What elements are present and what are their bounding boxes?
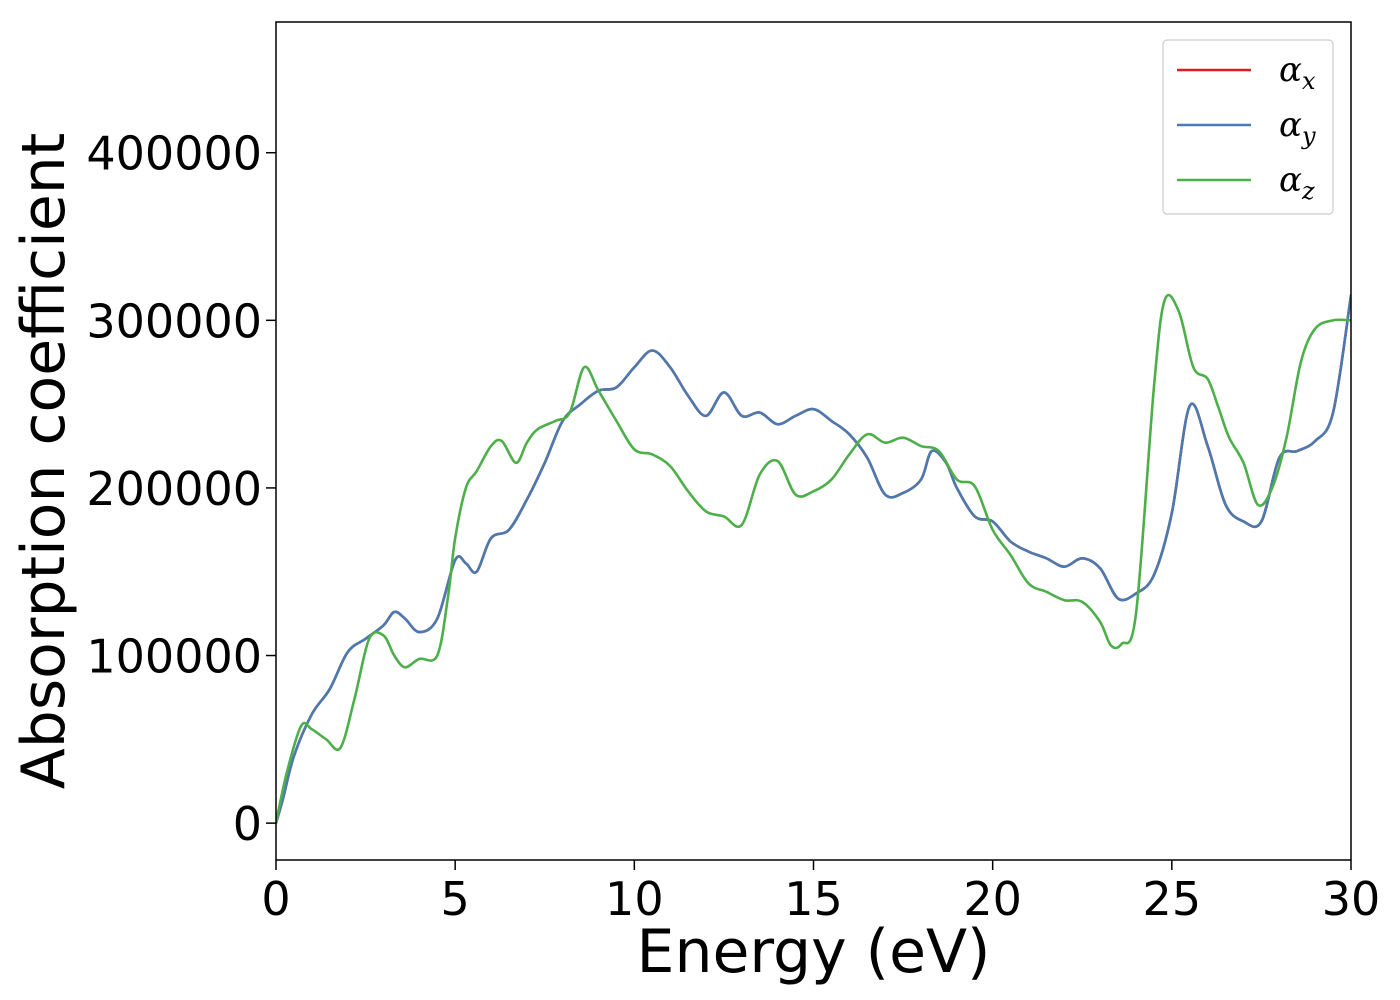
legend-label-x: αx <box>1279 50 1316 95</box>
y-tick-label: 300000 <box>86 294 262 348</box>
legend-subscript: z <box>1301 177 1315 205</box>
x-tick-label: 15 <box>784 872 843 926</box>
legend-label-y: αy <box>1279 105 1316 150</box>
legend-subscript: x <box>1302 67 1316 95</box>
x-tick-label: 10 <box>605 872 664 926</box>
y-tick-label: 0 <box>233 797 262 851</box>
y-tick-label: 400000 <box>86 127 262 181</box>
y-tick-label: 100000 <box>86 630 262 684</box>
x-tick-label: 20 <box>963 872 1022 926</box>
x-axis-title: Energy (eV) <box>637 917 991 987</box>
series-line-z <box>276 293 1351 825</box>
y-tick-label: 200000 <box>86 462 262 516</box>
legend-label-z: αz <box>1279 160 1315 205</box>
y-axis-ticks: 0 100000 200000 300000 400000 <box>86 127 276 851</box>
legend-symbol: α <box>1279 160 1302 200</box>
x-tick-label: 25 <box>1143 872 1202 926</box>
legend-box <box>1162 39 1334 215</box>
series-lines <box>276 293 1351 825</box>
x-tick-label: 0 <box>261 872 290 926</box>
x-tick-label: 5 <box>441 872 470 926</box>
series-line-y <box>276 293 1351 825</box>
x-axis-ticks: 0 5 10 15 20 25 30 <box>261 860 1380 926</box>
y-axis-title: Absorption coefficient <box>9 133 79 790</box>
legend-symbol: α <box>1279 105 1302 145</box>
x-tick-label: 30 <box>1322 872 1381 926</box>
legend-symbol: α <box>1279 50 1302 90</box>
legend-subscript: y <box>1301 122 1316 150</box>
